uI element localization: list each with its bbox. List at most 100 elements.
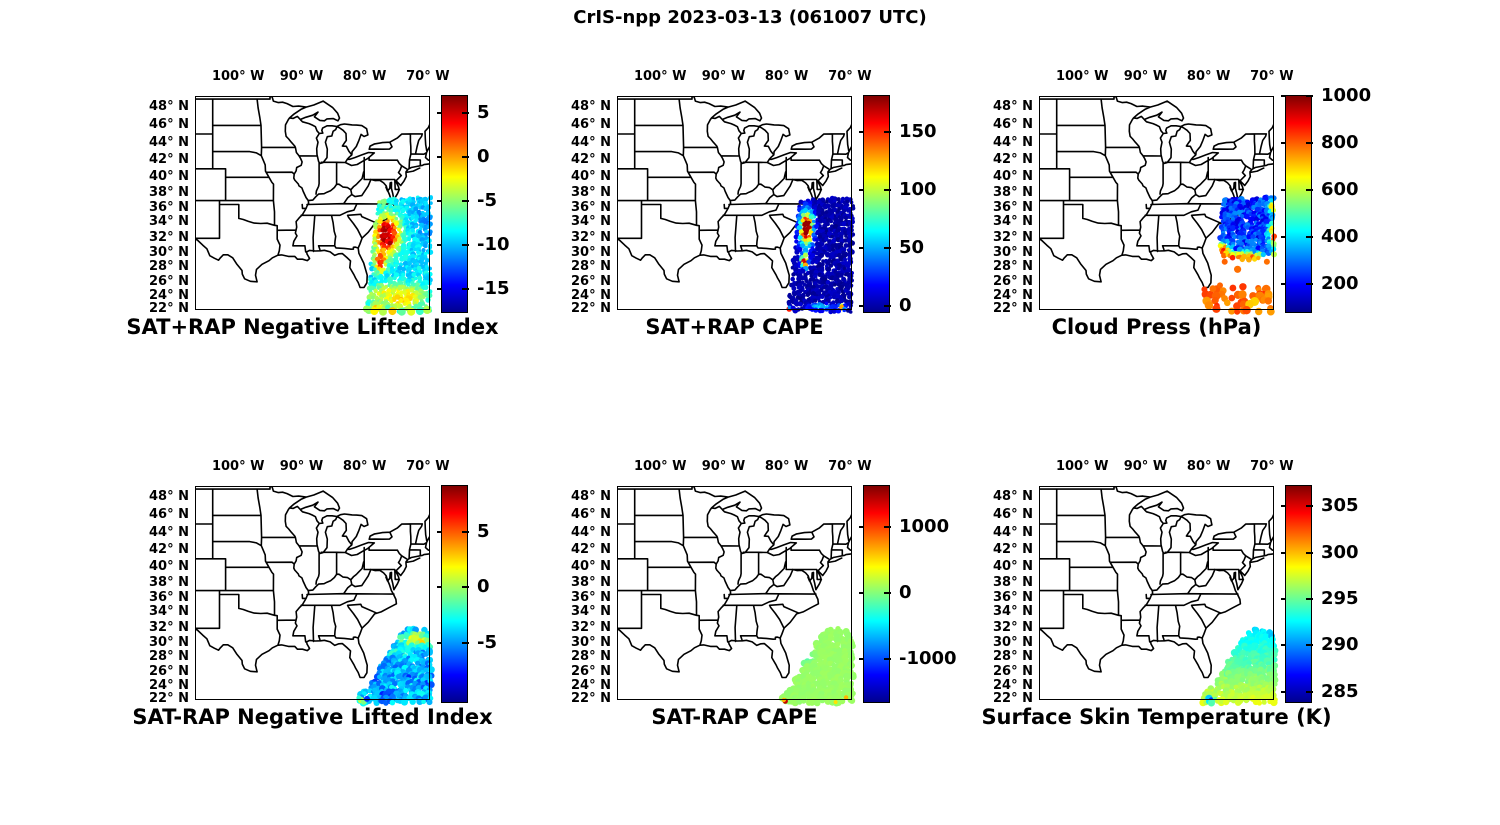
colorbar-tick [437,530,441,533]
figure-suptitle: CrIS-npp 2023-03-13 (061007 UTC) [573,7,927,28]
colorbar [441,95,468,313]
colorbar-tick-label: -1000 [899,648,957,670]
lat-tick-label: 40° N [149,169,189,185]
state-boundaries [1039,96,1274,289]
colorbar-tick [1306,505,1313,508]
colorbar [441,485,468,703]
lat-tick-label: 38° N [149,184,189,200]
lat-tick-label: 24° N [149,287,189,303]
panel-title: Surface Skin Temperature (K) [981,705,1332,729]
lat-tick-label: 30° N [571,245,611,261]
lat-tick-label: 34° N [571,604,611,620]
colorbar-tick [437,642,441,645]
colorbar-tick [1281,236,1285,239]
lon-tick-label: 100° W [211,459,265,474]
colorbar-tick [437,199,441,202]
map-panel-svg [195,486,435,707]
colorbar-tick-label: -5 [477,189,497,211]
lat-tick-label: 44° N [149,135,189,151]
map-panel-svg [617,486,857,707]
lat-tick-label: 22° N [571,300,611,316]
lat-tick-label: 48° N [993,98,1033,114]
lon-tick-label: 70° W [828,69,872,84]
basemap [195,486,430,679]
map-panel-svg [1039,96,1277,316]
colorbar-tick [462,530,469,533]
lat-tick-label: 40° N [571,559,611,575]
colorbar-tick [859,189,863,192]
colorbar-tick [1281,142,1285,145]
lat-tick-label: 22° N [571,690,611,706]
colorbar-tick [1281,644,1285,647]
colorbar-tick-label: 0 [899,582,912,603]
colorbar-tick [462,586,469,589]
colorbar [863,485,890,703]
lat-tick-label: 42° N [149,542,189,558]
colorbar-tick-label: 100 [899,179,937,201]
colorbar-tick [1281,283,1285,285]
lat-tick-label: 40° N [149,559,189,575]
lat-tick-label: 36° N [571,200,611,216]
panel-frame [1039,96,1274,310]
colorbar-tick-label: 400 [1321,226,1359,248]
lat-tick-label: 32° N [993,620,1033,636]
colorbar-tick-label: -10 [477,233,510,255]
lon-tick-label: 100° W [633,69,687,84]
colorbar-tick-label: 5 [477,520,490,542]
colorbar [1285,95,1312,313]
lat-tick-label: 42° N [571,152,611,168]
basemap [1039,486,1274,679]
colorbar-tick [859,247,863,250]
panel-frame [1039,486,1274,700]
lat-tick-label: 38° N [149,574,189,590]
colorbar-tick [859,131,863,134]
lat-tick-label: 28° N [571,259,611,275]
lat-tick-label: 32° N [993,230,1033,246]
lat-tick-label: 36° N [993,590,1033,606]
lat-tick-label: 30° N [993,245,1033,261]
lat-tick-label: 30° N [149,245,189,261]
lat-tick-label: 42° N [571,542,611,558]
colorbar-tick [1306,644,1313,647]
lat-tick-label: 26° N [571,273,611,289]
lat-tick-label: 24° N [571,677,611,693]
lat-tick-label: 34° N [149,214,189,230]
colorbar-tick-label: 600 [1321,179,1359,201]
lat-tick-label: 24° N [149,677,189,693]
state-boundaries [195,486,430,679]
lat-tick-label: 22° N [993,690,1033,706]
colorbar-tick [884,592,891,594]
colorbar-tick [884,305,891,308]
colorbar-tick [1306,236,1313,239]
lon-tick-label: 70° W [1250,69,1294,84]
colorbar [863,95,890,313]
lon-tick-label: 100° W [633,459,687,474]
lat-tick-label: 42° N [149,152,189,168]
lat-tick-label: 38° N [993,574,1033,590]
lat-tick-label: 34° N [571,214,611,230]
lat-tick-label: 34° N [993,214,1033,230]
lon-tick-label: 80° W [342,69,387,84]
lat-tick-label: 22° N [149,690,189,706]
panel-frame [195,96,430,310]
basemap [617,486,852,679]
lon-tick-label: 80° W [764,459,809,474]
lon-tick-label: 90° W [279,69,324,84]
lat-tick-label: 30° N [149,635,189,651]
panel-title: SAT-RAP CAPE [651,705,818,729]
lat-tick-label: 24° N [571,287,611,303]
lat-tick-label: 40° N [993,559,1033,575]
lat-tick-label: 36° N [571,590,611,606]
lon-tick-label: 80° W [1186,459,1231,474]
lat-tick-label: 38° N [993,184,1033,200]
lon-tick-label: 90° W [1123,69,1168,84]
lat-tick-label: 28° N [993,259,1033,275]
lat-tick-label: 42° N [993,152,1033,168]
basemap [195,96,430,289]
lat-tick-label: 26° N [993,663,1033,679]
lat-tick-label: 32° N [149,230,189,246]
colorbar-tick [1281,189,1285,192]
colorbar-tick [1306,95,1313,98]
state-boundaries [617,486,852,679]
